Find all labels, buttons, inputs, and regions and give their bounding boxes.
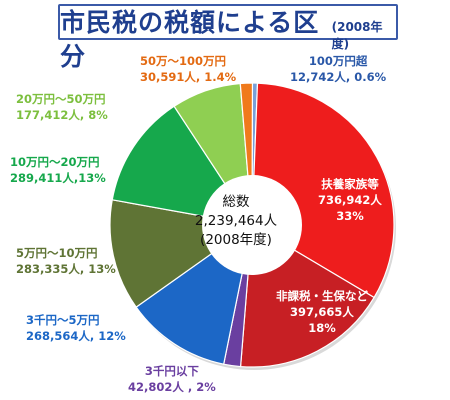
center-line-2: 2,239,464人 — [194, 213, 278, 229]
slice-label-value: 397,665人 — [290, 305, 354, 319]
slice-label-name: 3千円以下 — [144, 364, 199, 378]
label-3sen-5man: 3千円～5万円 268,564人, 12% — [26, 312, 126, 344]
donut-hole — [202, 175, 302, 275]
label-3sen-ika: 3千円以下 42,802人 , 2% — [128, 363, 216, 395]
slice-label-name: 20万円～50万円 — [16, 92, 106, 106]
slice-label-value: 289,411人,13% — [10, 171, 106, 185]
chart-subtitle: (2008年度) — [331, 20, 383, 51]
slice-label-name: 扶養家族等 — [321, 177, 379, 191]
slice-label-pct: 18% — [308, 321, 336, 335]
label-20man-50man: 20万円～50万円 177,412人, 8% — [16, 91, 108, 123]
label-50man-100man: 50万～100万円 30,591人, 1.4% — [140, 53, 236, 85]
slice-label-value: 177,412人, 8% — [16, 108, 108, 122]
slice-label-name: 5万円～10万円 — [16, 246, 98, 260]
slice-label-value: 12,742人, 0.6% — [290, 70, 387, 84]
chart-title: 市民税の税額による区分 — [60, 8, 320, 71]
slice-label-name: 非課税・生保など — [276, 289, 368, 303]
label-10man-20man: 10万円～20万円 289,411人,13% — [10, 154, 106, 186]
center-summary: 総数 2,239,464人 (2008年度) — [190, 193, 282, 250]
label-100man-over: 100万円超 12,742人, 0.6% — [290, 53, 386, 85]
slice-label-name: 100万円超 — [308, 54, 368, 68]
label-fuyo: 扶養家族等 736,942人 33% — [300, 176, 400, 224]
slice-label-name: 10万円～20万円 — [10, 155, 100, 169]
label-5man-10man: 5万円～10万円 283,335人, 13% — [16, 245, 116, 277]
slice-label-value: 268,564人, 12% — [26, 329, 126, 343]
slice-label-name: 50万～100万円 — [140, 54, 227, 68]
label-hikazei: 非課税・生保など 397,665人 18% — [266, 288, 378, 336]
slice-label-value: 42,802人 , 2% — [128, 380, 216, 394]
slice-label-value: 736,942人 — [318, 193, 382, 207]
slice-label-value: 283,335人, 13% — [16, 262, 116, 276]
center-line-3: (2008年度) — [200, 232, 272, 248]
slice-label-name: 3千円～5万円 — [26, 313, 100, 327]
center-line-1: 総数 — [222, 194, 250, 210]
slice-label-value: 30,591人, 1.4% — [140, 70, 237, 84]
chart-title-box: 市民税の税額による区分 (2008年度) — [58, 4, 398, 71]
slice-label-pct: 33% — [336, 209, 364, 223]
